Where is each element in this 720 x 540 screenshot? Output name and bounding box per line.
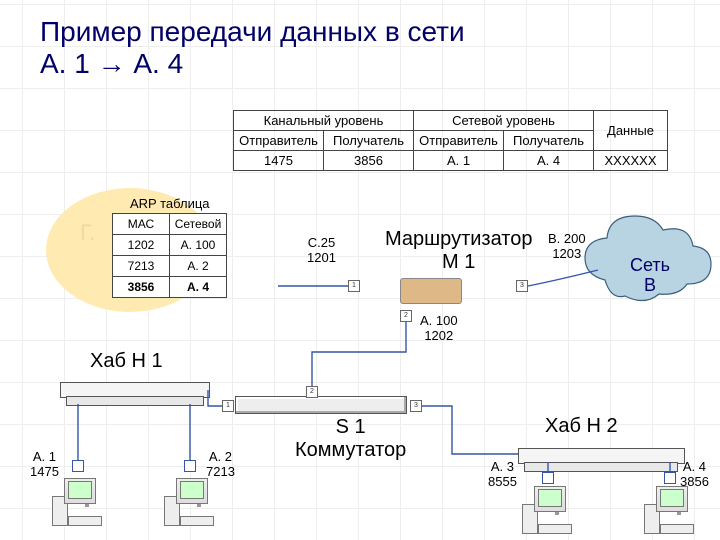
packet-header-table: Канальный уровень Сетевой уровень Данные… (233, 110, 668, 171)
title-line1: Пример передачи данных в сети (40, 16, 465, 47)
hdr-d: А. 4 (504, 151, 594, 171)
title-line2: А. 1 → А. 4 (40, 48, 183, 79)
hdr-a: 1475 (234, 151, 324, 171)
host-a1-label: А. 11475 (30, 450, 59, 480)
b200-label: В. 2001203 (548, 232, 586, 262)
sw-port-2: 2 (306, 386, 318, 398)
g-char: Г. (80, 220, 95, 245)
router-port-3: 3 (516, 280, 528, 292)
a1-port (72, 460, 84, 472)
switch-icon (235, 396, 407, 414)
arp-h-mac: МАС (113, 214, 170, 235)
arp-r3a: 3856 (113, 277, 170, 298)
arp-h-net: Сетевой (170, 214, 227, 235)
pc-a2 (168, 478, 214, 526)
pc-a1 (56, 478, 102, 526)
a4-port (664, 472, 676, 484)
pc-a3 (526, 486, 572, 534)
hdr-e: XXXXXX (594, 151, 668, 171)
pc-a4 (648, 486, 694, 534)
arp-r3b: A. 4 (170, 277, 227, 298)
router-port-1: 1 (348, 280, 360, 292)
hdr-r2: Получатель (504, 131, 594, 151)
host-a3-label: А. 38555 (488, 460, 517, 490)
host-a2-label: А. 27213 (206, 450, 235, 480)
hdr-net: Сетевой уровень (414, 111, 594, 131)
arp-label: ARP таблица (130, 196, 210, 211)
hdr-r1: Получатель (324, 131, 414, 151)
arp-r2a: 7213 (113, 256, 170, 277)
hub-h1-label: Хаб H 1 (90, 350, 163, 373)
arp-table: МАССетевой 1202A. 100 7213A. 2 3856A. 4 (112, 213, 227, 298)
router-icon (400, 278, 462, 304)
sw-port-1: 1 (222, 400, 234, 412)
c25-label: С.251201 (307, 236, 336, 266)
hdr-s2: Отправитель (414, 131, 504, 151)
hub-h1-shadow (66, 396, 204, 406)
hdr-link: Канальный уровень (234, 111, 414, 131)
hub-h2-label: Хаб H 2 (545, 415, 618, 438)
a3-port (542, 472, 554, 484)
hdr-c: А. 1 (414, 151, 504, 171)
hub-h2-shadow (524, 462, 678, 472)
a2-port (184, 460, 196, 472)
hdr-b: 3856 (324, 151, 414, 171)
switch-label: S 1Коммутатор (295, 416, 406, 462)
arp-r1a: 1202 (113, 235, 170, 256)
sw-port-3: 3 (410, 400, 422, 412)
router-port-2: 2 (400, 310, 412, 322)
arp-r2b: A. 2 (170, 256, 227, 277)
router-label: МаршрутизаторM 1 (385, 228, 532, 274)
hdr-data: Данные (594, 111, 668, 151)
net-b-label: Сеть В (630, 256, 670, 296)
hdr-s1: Отправитель (234, 131, 324, 151)
a100-label: A. 1001202 (420, 314, 458, 344)
arp-r1b: A. 100 (170, 235, 227, 256)
